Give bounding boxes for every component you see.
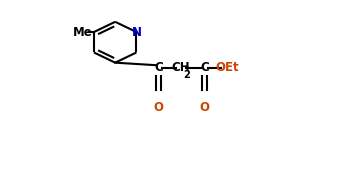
Text: Me: Me (73, 26, 93, 39)
Text: C: C (154, 61, 163, 74)
Text: O: O (199, 101, 209, 114)
Text: N: N (132, 26, 142, 39)
Text: C: C (200, 61, 209, 74)
Text: O: O (153, 101, 164, 114)
Text: 2: 2 (184, 70, 191, 80)
Text: CH: CH (172, 61, 190, 74)
Text: OEt: OEt (216, 61, 239, 74)
